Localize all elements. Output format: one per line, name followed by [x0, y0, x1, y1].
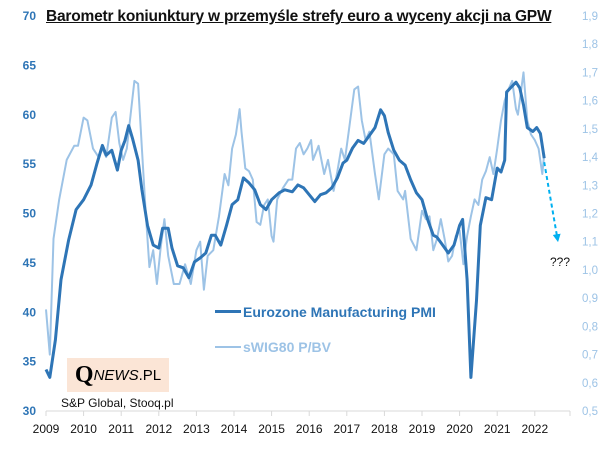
logo-q: Q: [74, 361, 94, 388]
y-tick-right: 0,6: [582, 378, 598, 390]
y-tick-right: 1,5: [582, 124, 598, 136]
y-tick-right: 1,6: [582, 96, 598, 108]
x-tick-label: 2011: [108, 422, 134, 436]
y-tick-left: 40: [23, 305, 37, 319]
legend-label-pbv: sWIG80 P/BV: [243, 338, 331, 355]
source-note: S&P Global, Stooq.pl: [61, 396, 174, 410]
qnews-logo: Q NEWS.PL: [67, 358, 169, 392]
x-tick-label: 2022: [521, 422, 548, 436]
annotation-question: ???: [550, 255, 571, 269]
x-tick-label: 2021: [484, 422, 511, 436]
series-layer: [44, 71, 546, 379]
x-tick-label: 2010: [70, 422, 97, 436]
series-line-pbv: [45, 71, 546, 356]
y-axis-left: 70 65 60 55 50 45 40 35 30: [23, 9, 37, 418]
y-tick-right: 1,4: [582, 152, 599, 164]
y-tick-left: 65: [23, 58, 37, 72]
y-tick-right: 0,9: [582, 293, 598, 305]
x-tick-label: 2016: [296, 422, 323, 436]
y-tick-left: 60: [23, 108, 37, 122]
y-tick-right: 0,5: [582, 406, 598, 418]
y-tick-left: 70: [23, 9, 37, 23]
x-tick-label: 2012: [145, 422, 172, 436]
legend-swatch-pmi: [215, 310, 241, 313]
x-tick-label: 2009: [33, 422, 60, 436]
x-axis: 2009 2010 2011 2012 2013 2014 2015 2016 2017 2018…: [33, 410, 571, 436]
logo-pl: .PL: [138, 366, 162, 384]
series-line-pmi: [44, 80, 546, 379]
y-tick-right: 1,0: [582, 265, 598, 277]
chart-title: Barometr koniunktury w przemyśle strefy …: [46, 8, 552, 25]
legend-swatch-pbv: [215, 345, 241, 348]
logo-text: NEWS.PL: [94, 367, 162, 384]
y-tick-right: 1,1: [582, 237, 598, 249]
y-tick-left: 50: [23, 207, 37, 221]
legend-item-pmi: Eurozone Manufacturing PMI: [215, 302, 436, 321]
x-tick-label: 2017: [333, 422, 360, 436]
x-tick-label: 2014: [221, 422, 248, 436]
x-tick-label: 2013: [183, 422, 210, 436]
logo-news: NEWS: [93, 366, 139, 384]
y-tick-right: 1,7: [582, 67, 598, 79]
y-tick-left: 55: [23, 157, 37, 171]
y-tick-left: 30: [23, 404, 37, 418]
legend-item-pbv: sWIG80 P/BV: [215, 337, 436, 356]
legend-label-pmi: Eurozone Manufacturing PMI: [243, 303, 436, 320]
forecast-arrow: [543, 162, 561, 243]
y-tick-right: 1,9: [582, 11, 598, 23]
x-tick-label: 2018: [371, 422, 398, 436]
y-tick-left: 35: [23, 355, 37, 369]
legend: Eurozone Manufacturing PMI sWIG80 P/BV: [215, 302, 436, 372]
y-tick-right: 1,8: [582, 39, 598, 51]
y-tick-left: 45: [23, 256, 37, 270]
y-tick-right: 0,7: [582, 350, 598, 362]
y-axis-right: 1,9 1,8 1,7 1,6 1,5 1,4 1,3 1,2 1,1 1,0 0,9 0,8 0,7 0…: [582, 11, 599, 418]
x-tick-label: 2020: [446, 422, 473, 436]
y-tick-right: 0,8: [582, 321, 598, 333]
x-tick-label: 2015: [258, 422, 285, 436]
y-tick-right: 1,3: [582, 180, 598, 192]
x-tick-label: 2019: [409, 422, 436, 436]
y-tick-right: 1,2: [582, 209, 598, 221]
